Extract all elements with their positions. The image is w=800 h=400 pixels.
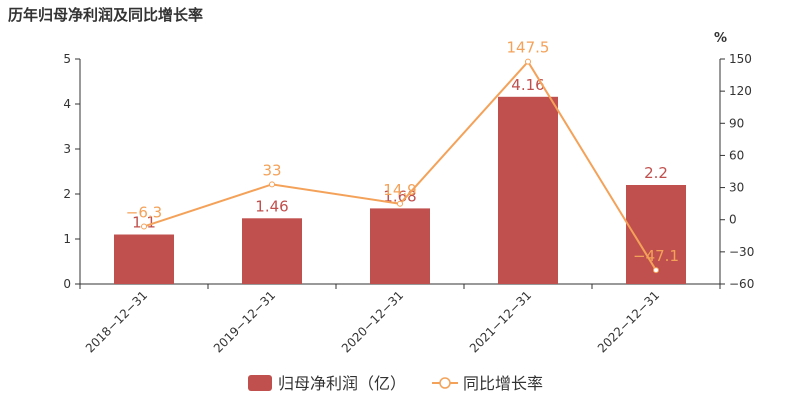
y-left-tick-label: 1 bbox=[63, 232, 71, 246]
bar bbox=[242, 218, 302, 284]
y-right-tick-label: −60 bbox=[729, 277, 754, 291]
x-tick-label: 2019−12−31 bbox=[211, 288, 278, 355]
growth-data-label: 147.5 bbox=[507, 39, 550, 57]
bar-data-label: 1.1 bbox=[132, 214, 156, 232]
bar-data-label: 1.68 bbox=[383, 187, 416, 205]
y-right-tick-label: 30 bbox=[729, 181, 744, 195]
bar bbox=[498, 96, 558, 284]
bar-data-label: 2.2 bbox=[644, 164, 668, 182]
x-tick-label: 2022−12−31 bbox=[595, 288, 662, 355]
y-right-tick-label: 120 bbox=[729, 84, 752, 98]
y-left-tick-label: 5 bbox=[63, 52, 71, 66]
y-right-unit: % bbox=[714, 31, 727, 46]
growth-point bbox=[397, 200, 403, 207]
bar-data-label: 1.46 bbox=[255, 197, 288, 215]
y-right-tick-label: 0 bbox=[729, 213, 737, 227]
x-tick-label: 2018−12−31 bbox=[83, 288, 150, 355]
legend-line-marker bbox=[439, 377, 451, 389]
y-left-tick-label: 0 bbox=[63, 277, 71, 291]
y-right-tick-label: 60 bbox=[729, 148, 744, 162]
legend-bar-label: 归母净利润（亿） bbox=[278, 374, 406, 393]
y-left-tick-label: 3 bbox=[63, 142, 71, 156]
x-tick-label: 2020−12−31 bbox=[339, 288, 406, 355]
growth-point bbox=[653, 267, 659, 274]
y-left-tick-label: 2 bbox=[63, 187, 71, 201]
growth-data-label: 33 bbox=[262, 161, 281, 179]
growth-point bbox=[525, 58, 531, 65]
y-right-tick-label: 150 bbox=[729, 52, 752, 66]
growth-data-label: 14.9 bbox=[383, 181, 416, 199]
bar bbox=[114, 234, 174, 284]
y-left-tick-label: 4 bbox=[63, 97, 71, 111]
legend-bar-swatch bbox=[248, 375, 272, 391]
chart-title: 历年归母净利润及同比增长率 bbox=[8, 6, 204, 24]
y-right-tick-label: 90 bbox=[729, 116, 744, 130]
legend-line-label: 同比增长率 bbox=[463, 374, 543, 393]
growth-point bbox=[141, 223, 147, 230]
growth-point bbox=[269, 181, 275, 188]
y-right-tick-label: −30 bbox=[729, 245, 754, 259]
x-tick-label: 2021−12−31 bbox=[467, 288, 534, 355]
growth-data-label: −6.3 bbox=[126, 203, 162, 221]
bar bbox=[370, 208, 430, 284]
growth-data-label: −47.1 bbox=[633, 247, 679, 265]
bar-data-label: 4.16 bbox=[511, 76, 544, 94]
